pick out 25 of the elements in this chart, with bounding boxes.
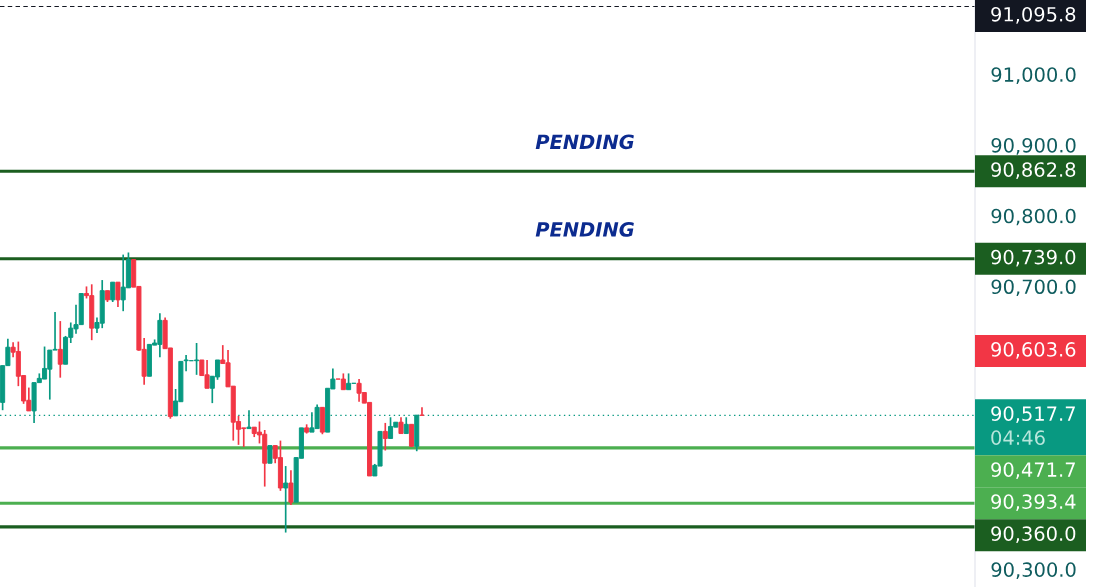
y-tick-label: 91,000.0 <box>991 67 1076 84</box>
ref-line-label: 90,393.4 <box>991 494 1076 511</box>
ref-line-label: 90,471.7 <box>991 462 1075 479</box>
candlestick <box>382 422 388 452</box>
annotation: PENDING <box>535 134 634 150</box>
candlestick <box>57 320 63 379</box>
candlestick <box>387 416 394 440</box>
ref-line-label: 91,095.8 <box>991 6 1076 24</box>
y-tick-label: 90,800.0 <box>991 208 1076 226</box>
candlestick <box>408 423 415 448</box>
ref-line-label: 90,862.8 <box>991 162 1076 179</box>
y-tick-label: 90,900.0 <box>991 137 1076 155</box>
candlestick <box>419 406 425 417</box>
candlestick <box>288 469 294 506</box>
ref-line-label: 90,517.7 04:46 <box>991 406 1075 445</box>
ref-line-label: 90,739.0 <box>991 249 1076 267</box>
text: 90,603.6 <box>991 342 1076 359</box>
annotation: PENDING <box>535 222 634 237</box>
candlestick <box>283 465 289 534</box>
ref-line-label: 90,360.0 <box>991 526 1076 543</box>
y-tick-label: 90,700.0 <box>991 279 1076 297</box>
candlestick <box>115 281 121 308</box>
candlestick <box>110 281 116 303</box>
candlestick <box>246 409 252 430</box>
y-tick-label: 90,300.0 <box>991 562 1076 579</box>
